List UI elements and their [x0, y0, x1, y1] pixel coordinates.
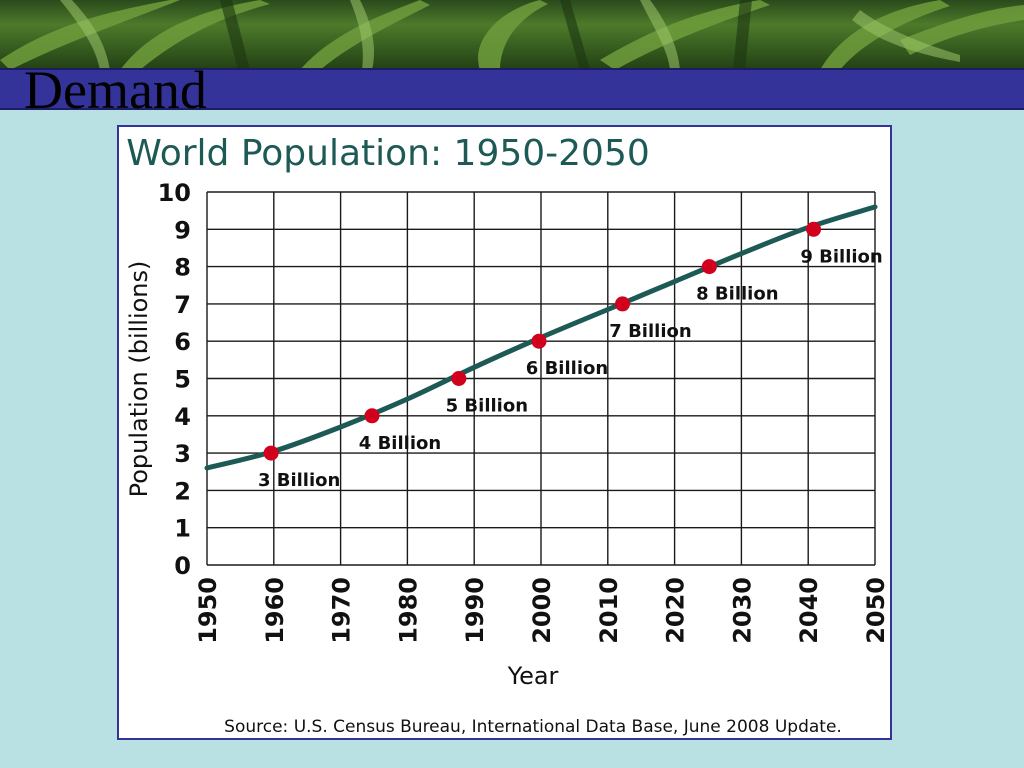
- x-tick-label: 2030: [728, 577, 756, 644]
- milestone-point: [531, 333, 547, 349]
- y-tick-label: 5: [174, 366, 191, 394]
- y-tick-label: 7: [174, 291, 191, 319]
- chart-frame: World Population: 1950-2050 0 1 2 3 4 5 6 7 8 9 10…: [117, 125, 892, 740]
- x-tick-label: 1990: [461, 577, 489, 644]
- x-tick-label: 2040: [795, 577, 823, 644]
- y-tick-label: 1: [174, 515, 191, 543]
- milestone-label: 5 Billion: [446, 396, 528, 417]
- source-note: Source: U.S. Census Bureau, Internationa…: [224, 717, 842, 737]
- x-tick-label: 1970: [328, 577, 356, 644]
- y-tick-label: 2: [174, 477, 191, 505]
- y-axis-label: Population (billions): [125, 261, 153, 498]
- x-tick-label: 2010: [595, 577, 623, 644]
- milestone-label: 3 Billion: [258, 470, 340, 491]
- population-chart: World Population: 1950-2050 0 1 2 3 4 5 6 7 8 9 10…: [125, 133, 890, 737]
- x-axis-label: Year: [507, 662, 559, 690]
- y-tick-label: 4: [174, 403, 191, 431]
- y-axis-ticks: 0 1 2 3 4 5 6 7 8 9 10: [158, 179, 191, 580]
- milestone-point: [451, 371, 467, 386]
- milestone-label: 9 Billion: [800, 246, 882, 267]
- x-tick-label: 2020: [662, 577, 690, 644]
- milestone-point: [806, 221, 822, 237]
- foliage-banner: [0, 0, 1024, 70]
- milestone-label: 4 Billion: [359, 433, 441, 454]
- milestone-point: [263, 445, 279, 461]
- milestone-label: 8 Billion: [696, 284, 778, 305]
- chart-title: World Population: 1950-2050: [126, 133, 650, 174]
- y-tick-label: 0: [174, 552, 191, 580]
- milestone-point: [614, 296, 630, 312]
- slide-title: Demand: [24, 60, 207, 120]
- milestone-point: [701, 259, 717, 275]
- x-tick-label: 1980: [394, 577, 422, 644]
- y-tick-label: 9: [174, 216, 191, 244]
- title-bar: [0, 68, 1024, 110]
- y-tick-label: 10: [158, 179, 191, 207]
- grid: [206, 191, 876, 566]
- y-tick-label: 8: [174, 254, 191, 282]
- y-tick-label: 3: [174, 440, 191, 468]
- milestone-point: [364, 408, 380, 424]
- x-tick-label: 2000: [528, 577, 556, 644]
- corn-leaves-image: [0, 0, 1024, 70]
- milestone-label: 6 Billion: [526, 358, 608, 379]
- y-tick-label: 6: [174, 328, 191, 356]
- milestone-label: 7 Billion: [609, 321, 691, 342]
- x-tick-label: 1950: [194, 577, 222, 644]
- x-axis-ticks: 1950 1960 1970 1980 1990 2000 2010 2020 2030 2040…: [194, 577, 890, 644]
- x-tick-label: 1960: [261, 577, 289, 644]
- x-tick-label: 2050: [862, 577, 890, 644]
